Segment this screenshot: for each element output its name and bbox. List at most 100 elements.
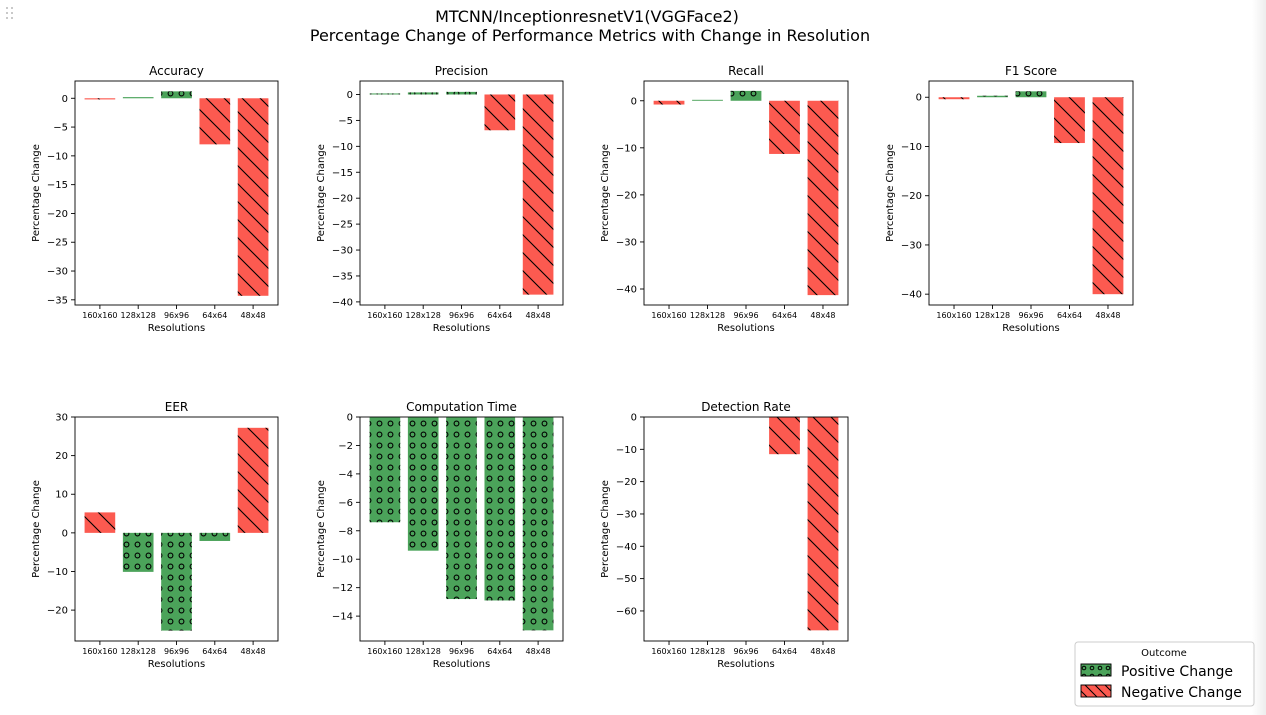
xtick-label-eer: 160x160	[82, 647, 117, 656]
xlabel-f1-score: Resolutions	[1002, 323, 1059, 334]
ytick-label-detection-rate: −40	[616, 542, 637, 553]
ytick-label-precision: −5	[338, 116, 353, 127]
chart-detection-rate: Detection Rate 0 −10 −20 −30 −40 −50 −60 160x160…	[600, 400, 849, 670]
xtick-label-f1-score: 128x128	[975, 311, 1010, 320]
ytick-label-eer: 20	[55, 451, 68, 462]
bar-pattern-f1-score-128x128	[977, 95, 1008, 98]
ytick-label-accuracy: 0	[62, 94, 68, 105]
ytick-label-recall: −30	[616, 237, 637, 248]
ylabel-eer: Percentage Change	[31, 480, 42, 578]
ylabel-recall: Percentage Change	[600, 144, 611, 242]
chart-title-accuracy: Accuracy	[149, 64, 204, 78]
chart-title-f1-score: F1 Score	[1005, 64, 1057, 78]
xtick-label-f1-score: 96x96	[1018, 311, 1043, 320]
xtick-label-recall: 96x96	[733, 311, 758, 320]
ylabel-precision: Percentage Change	[316, 144, 327, 242]
ytick-label-eer: −10	[47, 567, 68, 578]
legend-frame	[1074, 641, 1255, 707]
ytick-label-accuracy: −5	[53, 123, 68, 134]
ytick-label-precision: −40	[332, 297, 353, 308]
ytick-label-eer: 10	[55, 490, 68, 501]
bar-pattern-precision-48x48	[522, 94, 554, 295]
xtick-label-eer: 128x128	[121, 647, 156, 656]
ytick-label-detection-rate: −60	[616, 606, 637, 617]
bar-pattern-f1-score-96x96	[1015, 91, 1047, 98]
bar-pattern-eer-96x96	[161, 532, 192, 631]
bar-pattern-computation-time-128x128	[407, 417, 439, 551]
xtick-label-detection-rate: 64x64	[772, 647, 797, 656]
ylabel-accuracy: Percentage Change	[31, 144, 42, 242]
ytick-label-accuracy: −35	[47, 295, 68, 306]
xtick-label-precision: 48x48	[526, 311, 551, 320]
ytick-label-detection-rate: −20	[616, 477, 637, 488]
drag-handle-icon[interactable]	[6, 7, 16, 21]
xlabel-precision: Resolutions	[433, 323, 490, 334]
bar-pattern-accuracy-48x48	[237, 98, 269, 296]
xtick-label-precision: 64x64	[487, 311, 512, 320]
bar-pattern-eer-48x48	[237, 427, 269, 533]
bar-pattern-computation-time-96x96	[446, 417, 477, 600]
xtick-label-computation-time: 96x96	[449, 647, 474, 656]
ytick-label-recall: −10	[616, 143, 637, 154]
bar-pattern-recall-96x96	[730, 90, 762, 101]
xtick-label-detection-rate: 96x96	[733, 647, 758, 656]
xlabel-recall: Resolutions	[717, 323, 774, 334]
chart-title-eer: EER	[165, 400, 189, 414]
xtick-label-computation-time: 128x128	[406, 647, 441, 656]
figure-title: MTCNN/InceptionresnetV1(VGGFace2)	[435, 7, 739, 26]
xtick-label-precision: 128x128	[406, 311, 441, 320]
xtick-label-f1-score: 160x160	[936, 311, 971, 320]
bar-pattern-eer-160x160	[84, 512, 116, 533]
ytick-label-f1-score: −30	[901, 240, 922, 251]
xtick-label-accuracy: 160x160	[82, 311, 117, 320]
ytick-label-eer: −20	[47, 606, 68, 617]
ytick-label-computation-time: −2	[338, 441, 353, 452]
legend: Outcome Positive Change Negative Change	[1074, 641, 1255, 707]
ytick-label-accuracy: −25	[47, 238, 68, 249]
chart-title-recall: Recall	[728, 64, 764, 78]
bar-pattern-f1-score-160x160	[938, 97, 970, 100]
bar-pattern-f1-score-48x48	[1092, 97, 1124, 295]
ytick-label-precision: −35	[332, 271, 353, 282]
chart-accuracy: Accuracy 0 −5 −10 −15 −20 −25 −30 −35 160x160 128x…	[31, 64, 279, 334]
xtick-label-detection-rate: 160x160	[651, 647, 686, 656]
xtick-label-f1-score: 64x64	[1057, 311, 1082, 320]
xtick-label-computation-time: 160x160	[367, 647, 402, 656]
bar-pattern-eer-64x64	[199, 532, 231, 541]
bar-pattern-precision-128x128	[407, 92, 439, 95]
xtick-label-accuracy: 96x96	[164, 311, 189, 320]
ytick-label-computation-time: −10	[332, 555, 353, 566]
legend-swatch-positive-pattern	[1080, 663, 1112, 677]
bar-pattern-detection-rate-48x48	[807, 417, 839, 631]
xtick-label-detection-rate: 48x48	[810, 647, 835, 656]
ytick-label-f1-score: −10	[901, 142, 922, 153]
bar-pattern-f1-score-64x64	[1054, 97, 1085, 144]
xtick-label-f1-score: 48x48	[1095, 311, 1120, 320]
ytick-label-recall: 0	[631, 96, 637, 107]
chart-recall: Recall 0 −10 −20 −30 −40 160x160 128x128 96x96 64…	[600, 64, 849, 334]
xtick-label-recall: 48x48	[810, 311, 835, 320]
ytick-label-accuracy: −20	[47, 209, 68, 220]
xtick-label-recall: 64x64	[772, 311, 797, 320]
ytick-label-precision: −30	[332, 246, 353, 257]
ytick-label-accuracy: −30	[47, 267, 68, 278]
xtick-label-eer: 48x48	[241, 647, 266, 656]
xtick-label-recall: 128x128	[690, 311, 725, 320]
bar-pattern-recall-128x128	[692, 99, 723, 101]
bar-pattern-accuracy-96x96	[161, 91, 192, 99]
ytick-label-f1-score: 0	[916, 93, 922, 104]
bar-pattern-recall-160x160	[653, 100, 685, 105]
bar-pattern-computation-time-160x160	[369, 417, 401, 523]
legend-swatch-negative-pattern	[1080, 684, 1112, 698]
ytick-label-detection-rate: 0	[631, 413, 637, 424]
chart-precision: Precision 0 −5 −10 −15 −20 −25 −30 −35 −40 160x160…	[316, 64, 564, 334]
xtick-label-computation-time: 64x64	[487, 647, 512, 656]
legend-label-negative: Negative Change	[1121, 685, 1242, 701]
ytick-label-detection-rate: −50	[616, 574, 637, 585]
xtick-label-accuracy: 128x128	[121, 311, 156, 320]
legend-title: Outcome	[1141, 648, 1187, 659]
xtick-label-eer: 96x96	[164, 647, 189, 656]
figure-subtitle: Percentage Change of Performance Metrics…	[310, 26, 870, 45]
